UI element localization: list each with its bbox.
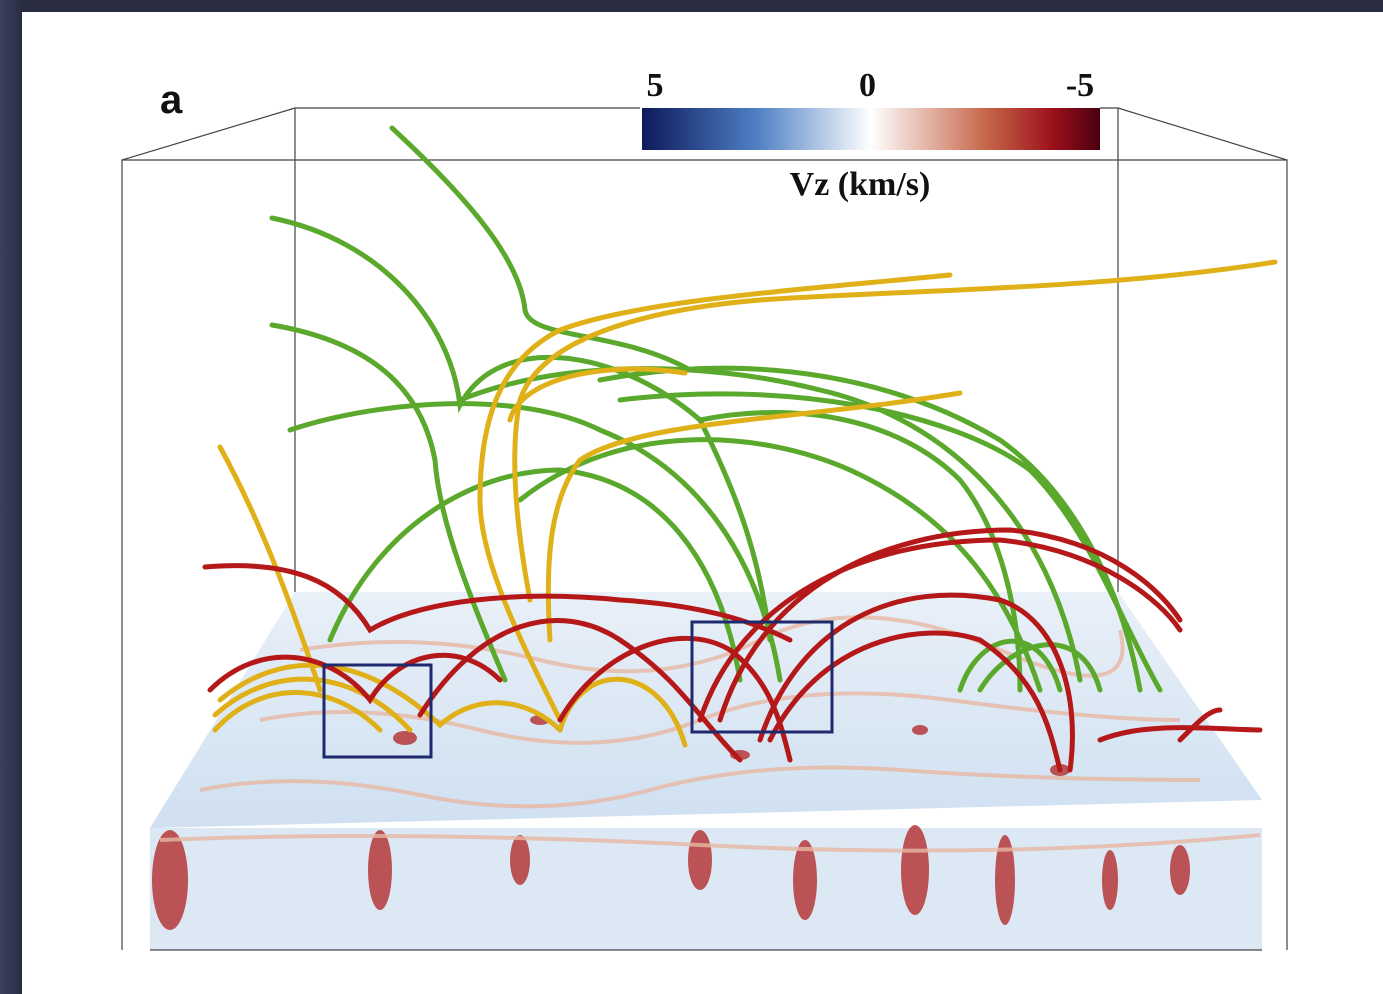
figure: 5 0 -5 Vz (km/s) a bbox=[0, 0, 1383, 994]
surface-slab bbox=[150, 592, 1262, 950]
colorbar-label: Vz (km/s) bbox=[790, 166, 931, 203]
colorbar bbox=[642, 108, 1100, 150]
colorbar-tick-label: 5 bbox=[647, 67, 664, 104]
colorbar-tick-label: -5 bbox=[1066, 67, 1094, 104]
figure-frame: 5 0 -5 Vz (km/s) a bbox=[0, 0, 1383, 994]
colorbar-tick-label: 0 bbox=[859, 67, 876, 104]
panel-label: a bbox=[160, 78, 183, 122]
